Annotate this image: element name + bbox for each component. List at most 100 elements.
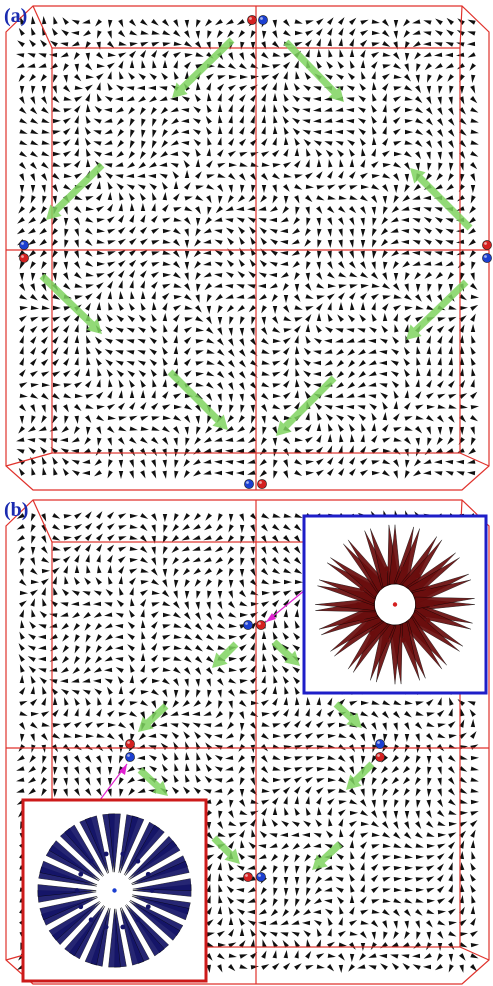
field-arrow	[72, 667, 80, 674]
field-arrow	[437, 415, 444, 423]
guide-arrow-head	[284, 650, 301, 667]
field-arrow	[107, 733, 115, 740]
field-arrow	[414, 52, 421, 60]
field-arrow	[151, 203, 156, 212]
field-arrow	[16, 777, 25, 782]
field-arrow	[116, 599, 124, 607]
field-arrow	[470, 788, 479, 793]
field-arrow	[280, 920, 289, 926]
field-arrow	[107, 755, 112, 764]
field-arrow	[152, 118, 157, 127]
field-arrow	[293, 83, 300, 91]
field-arrow	[115, 645, 124, 651]
field-arrow	[19, 600, 27, 607]
field-arrow	[261, 535, 267, 544]
field-arrow	[226, 227, 234, 234]
field-arrow	[272, 766, 281, 771]
field-arrow	[459, 821, 468, 827]
field-arrow	[416, 346, 421, 355]
field-arrow	[28, 447, 36, 454]
field-arrow	[206, 919, 214, 926]
field-arrow	[316, 60, 322, 69]
field-arrow	[316, 159, 322, 168]
field-arrow	[358, 360, 366, 367]
field-arrow	[52, 184, 58, 193]
field-arrow	[250, 818, 256, 827]
field-arrow	[162, 272, 171, 278]
field-arrow	[118, 712, 127, 717]
hedgehog-dot	[369, 573, 375, 579]
field-arrow	[206, 843, 215, 848]
field-arrow	[19, 195, 25, 204]
field-arrow	[349, 820, 358, 827]
field-arrow	[107, 71, 112, 80]
field-arrow	[140, 620, 146, 629]
field-arrow	[63, 139, 71, 146]
field-arrow	[194, 579, 201, 587]
field-arrow	[228, 917, 234, 925]
field-arrow	[138, 733, 146, 741]
field-arrow	[96, 218, 105, 223]
field-arrow	[228, 74, 237, 80]
field-arrow	[317, 228, 322, 237]
guide-arrow	[211, 835, 241, 865]
field-arrow	[272, 360, 281, 366]
field-arrow	[140, 568, 149, 573]
field-arrow	[74, 137, 79, 146]
field-arrow	[261, 404, 268, 413]
field-arrow	[217, 349, 225, 356]
field-arrow	[426, 733, 433, 741]
field-arrow	[96, 391, 104, 399]
field-arrow	[239, 689, 248, 694]
field-arrow	[140, 415, 149, 421]
field-arrow	[269, 238, 278, 245]
field-arrow	[382, 459, 391, 465]
hedgehog-spike	[401, 539, 443, 592]
field-arrow	[206, 832, 213, 840]
field-arrow	[203, 711, 212, 716]
field-arrow	[137, 350, 146, 355]
hedgehog-spike	[330, 611, 383, 652]
field-arrow	[61, 656, 69, 664]
field-arrow	[337, 423, 344, 432]
inset-inward-hedgehog	[21, 798, 208, 983]
field-arrow	[227, 722, 234, 730]
field-arrow	[261, 305, 267, 314]
field-arrow	[426, 887, 435, 893]
field-arrow	[261, 590, 270, 596]
field-arrow	[85, 250, 93, 257]
field-arrow	[470, 829, 476, 838]
field-arrow	[182, 568, 190, 576]
field-arrow	[162, 346, 168, 355]
field-arrow	[316, 458, 324, 465]
field-arrow	[52, 336, 59, 344]
field-arrow	[327, 272, 335, 279]
field-arrow	[161, 72, 168, 80]
field-arrow	[203, 437, 212, 443]
field-arrow	[60, 52, 69, 58]
field-arrow	[250, 653, 256, 662]
field-arrow	[291, 228, 300, 235]
field-arrow	[471, 335, 476, 344]
field-arrow	[448, 305, 457, 310]
field-arrow	[214, 766, 223, 772]
field-arrow	[250, 590, 259, 596]
field-arrow	[316, 206, 323, 214]
field-arrow	[349, 159, 355, 168]
field-arrow	[63, 85, 71, 93]
field-arrow	[27, 239, 36, 246]
field-arrow	[139, 151, 146, 160]
field-arrow	[448, 151, 453, 160]
field-arrow	[214, 283, 223, 288]
field-arrow	[448, 755, 456, 762]
field-arrow	[412, 251, 421, 256]
field-arrow	[63, 393, 72, 399]
field-arrow	[437, 863, 444, 871]
field-arrow	[62, 468, 69, 476]
field-arrow	[104, 118, 113, 123]
field-arrow	[30, 579, 39, 585]
field-arrow	[316, 217, 321, 226]
field-arrow	[349, 171, 356, 179]
field-arrow	[140, 379, 146, 388]
field-arrow	[360, 722, 368, 730]
